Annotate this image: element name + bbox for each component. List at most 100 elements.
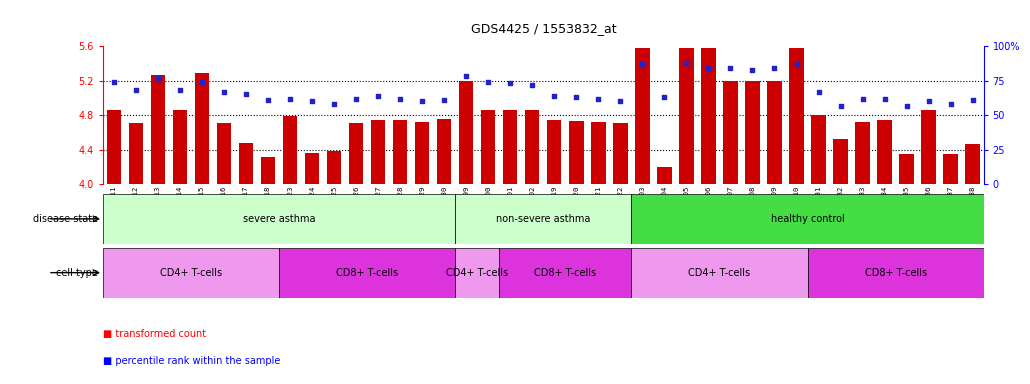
Bar xyxy=(129,123,143,184)
Point xyxy=(458,73,475,79)
Bar xyxy=(922,110,936,184)
Bar xyxy=(878,119,892,184)
Point xyxy=(921,98,937,104)
Point xyxy=(392,96,409,102)
Text: CD4+ T-cells: CD4+ T-cells xyxy=(446,268,509,278)
Text: CD8+ T-cells: CD8+ T-cells xyxy=(864,268,927,278)
Text: ■ percentile rank within the sample: ■ percentile rank within the sample xyxy=(103,356,280,366)
Bar xyxy=(107,110,122,184)
Text: non-severe asthma: non-severe asthma xyxy=(496,214,590,224)
Text: CD8+ T-cells: CD8+ T-cells xyxy=(535,268,596,278)
Point xyxy=(788,61,804,67)
Text: ■ transformed count: ■ transformed count xyxy=(103,329,206,339)
Bar xyxy=(437,119,451,184)
Bar xyxy=(279,248,455,298)
Bar xyxy=(657,167,672,184)
Bar xyxy=(283,116,298,184)
Bar xyxy=(239,143,253,184)
Bar xyxy=(943,154,958,184)
Point xyxy=(149,75,166,81)
Point xyxy=(656,94,673,100)
Point xyxy=(678,60,694,66)
Text: healthy control: healthy control xyxy=(770,214,845,224)
Bar xyxy=(812,115,826,184)
Point xyxy=(238,91,254,98)
Bar xyxy=(393,119,408,184)
Text: CD4+ T-cells: CD4+ T-cells xyxy=(160,268,222,278)
Point xyxy=(964,97,981,103)
Bar xyxy=(500,248,631,298)
Bar xyxy=(965,144,980,184)
Bar xyxy=(173,110,187,184)
Point xyxy=(766,65,783,71)
Bar xyxy=(547,120,561,184)
Bar xyxy=(636,48,650,184)
Point xyxy=(877,96,893,102)
Text: CD8+ T-cells: CD8+ T-cells xyxy=(336,268,399,278)
Point xyxy=(370,93,386,99)
Bar xyxy=(217,123,232,184)
Bar xyxy=(631,194,984,244)
Point xyxy=(811,89,827,95)
Bar xyxy=(371,120,385,184)
Bar xyxy=(679,48,693,184)
Bar xyxy=(103,248,279,298)
Point xyxy=(546,93,562,99)
Bar xyxy=(613,123,627,184)
Bar xyxy=(833,139,848,184)
Point xyxy=(106,79,123,85)
Bar xyxy=(327,152,341,184)
Bar xyxy=(455,194,631,244)
Point xyxy=(436,97,452,103)
Bar xyxy=(503,110,517,184)
Point xyxy=(128,87,144,93)
Point xyxy=(348,96,365,102)
Bar xyxy=(746,81,760,184)
Point xyxy=(854,96,870,102)
Point xyxy=(325,101,342,107)
Point xyxy=(304,98,320,104)
Point xyxy=(700,65,717,71)
Bar xyxy=(103,194,455,244)
Point xyxy=(569,94,585,100)
Point xyxy=(502,80,518,86)
Point xyxy=(745,66,761,73)
Point xyxy=(590,96,607,102)
Bar xyxy=(261,157,275,184)
Point xyxy=(480,79,496,85)
Text: cell type: cell type xyxy=(56,268,98,278)
Bar xyxy=(855,122,869,184)
Bar xyxy=(631,248,808,298)
Bar xyxy=(701,48,716,184)
Text: severe asthma: severe asthma xyxy=(243,214,315,224)
Bar xyxy=(789,48,803,184)
Bar xyxy=(459,81,474,184)
Point xyxy=(282,96,299,102)
Text: disease state: disease state xyxy=(33,214,98,224)
Bar xyxy=(525,110,540,184)
Bar xyxy=(591,122,606,184)
Bar xyxy=(767,81,782,184)
Point xyxy=(612,98,628,104)
Point xyxy=(194,79,210,85)
Point xyxy=(260,97,276,103)
Bar xyxy=(455,248,500,298)
Bar xyxy=(723,81,737,184)
Bar xyxy=(150,74,165,184)
Bar xyxy=(481,110,495,184)
Point xyxy=(414,98,431,104)
Point xyxy=(172,87,188,93)
Point xyxy=(524,82,541,88)
Point xyxy=(722,65,739,71)
Bar xyxy=(570,121,584,184)
Text: GDS4425 / 1553832_at: GDS4425 / 1553832_at xyxy=(471,22,616,35)
Text: CD4+ T-cells: CD4+ T-cells xyxy=(688,268,751,278)
Bar xyxy=(808,248,984,298)
Point xyxy=(942,101,959,107)
Bar xyxy=(195,73,209,184)
Point xyxy=(216,89,233,95)
Point xyxy=(634,61,651,67)
Bar xyxy=(415,122,430,184)
Point xyxy=(898,103,915,109)
Point xyxy=(832,103,849,109)
